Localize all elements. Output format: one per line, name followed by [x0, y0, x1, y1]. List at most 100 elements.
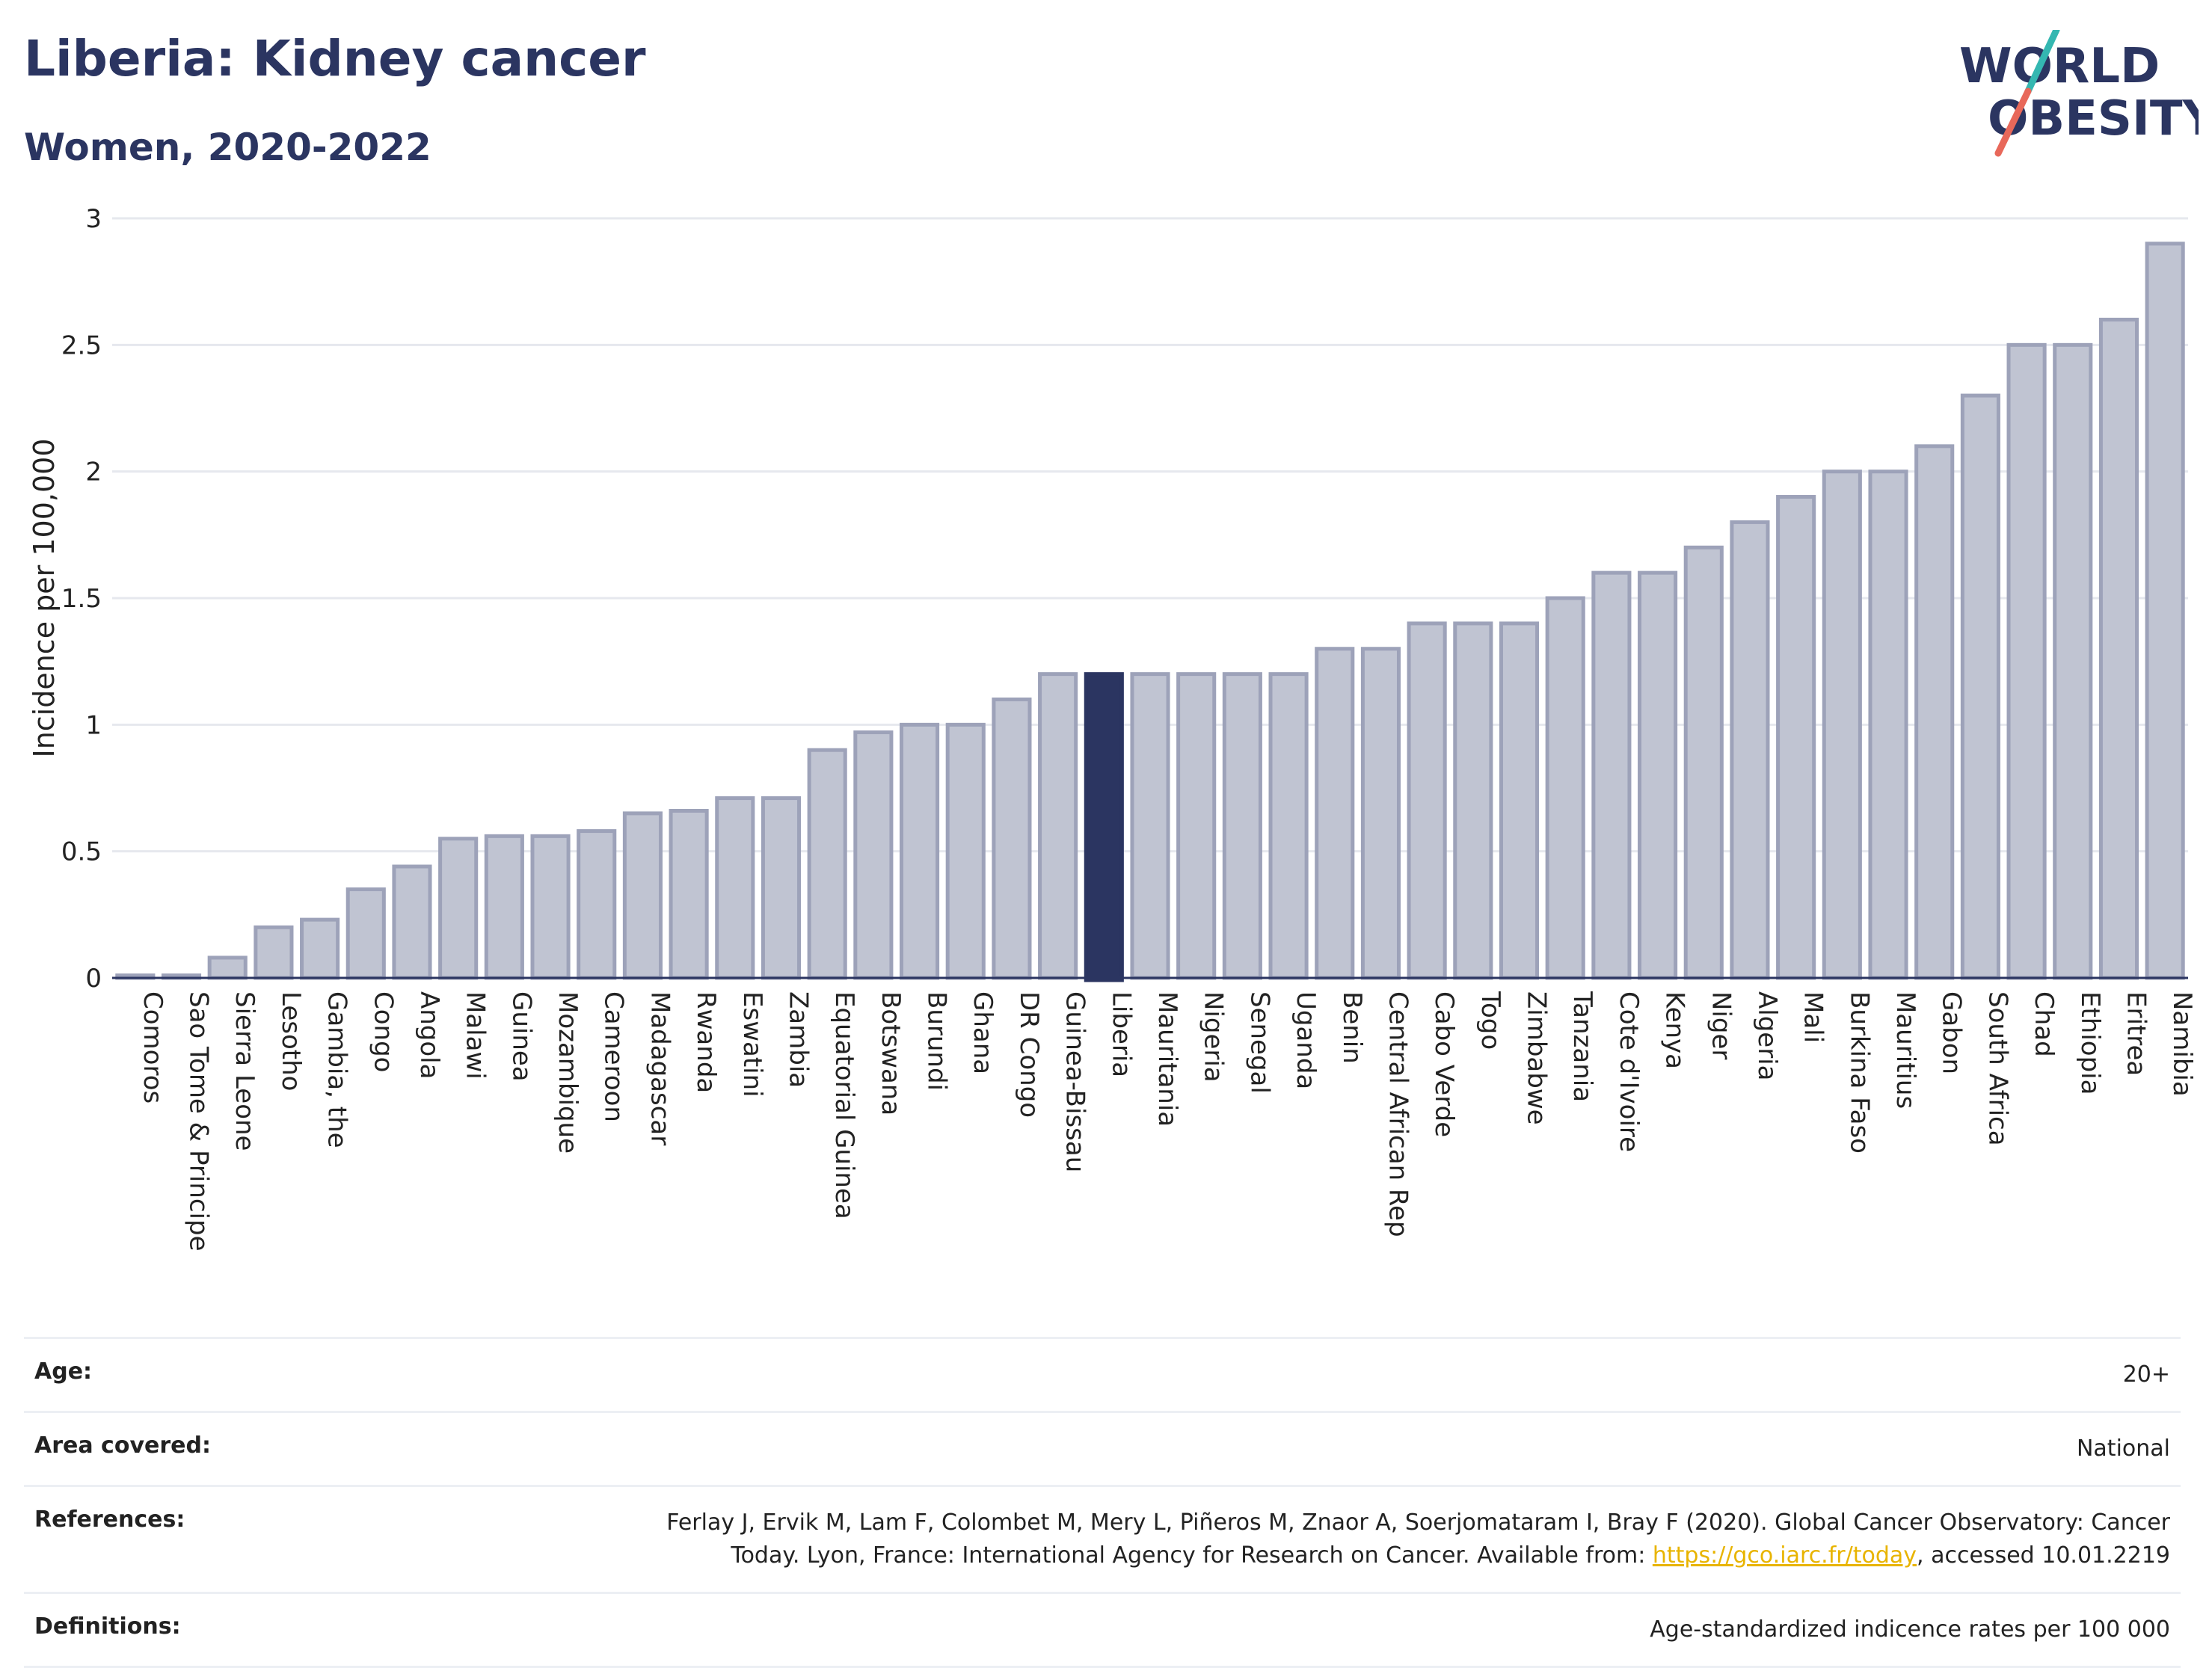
bar-mozambique: [530, 834, 571, 980]
bar-nigeria: [1176, 672, 1217, 980]
chart-title: Liberia: Kidney cancer: [24, 30, 646, 87]
logo-slash-bottom: [1994, 87, 2032, 157]
bar-lesotho: [254, 925, 294, 980]
bar-mauritania: [1130, 672, 1170, 980]
bar-sierra-leone: [207, 955, 248, 980]
x-tick-label: Zambia: [783, 991, 813, 1088]
x-tick-label: Algeria: [1752, 991, 1782, 1080]
x-tick-label: Malawi: [461, 991, 491, 1080]
x-tick-label: Guinea: [506, 991, 536, 1082]
bar-cameroon: [577, 829, 617, 980]
world-obesity-logo: WORLD OBESITY: [1959, 30, 2199, 157]
bar-dr-congo: [992, 697, 1032, 980]
age-value: 20+: [2122, 1361, 2170, 1388]
bar-malawi: [438, 837, 479, 980]
y-tick-label: 3: [85, 204, 102, 234]
x-tick-label: Mali: [1798, 991, 1828, 1043]
x-tick-label: Niger: [1706, 991, 1736, 1059]
area-value: National: [2076, 1435, 2170, 1462]
bar-mauritius: [1868, 470, 1908, 980]
x-tick-label: Lesotho: [276, 991, 306, 1091]
references-value: Ferlay J, Ervik M, Lam F, Colombet M, Me…: [600, 1507, 2170, 1572]
x-tick-label: Sierra Leone: [230, 991, 259, 1151]
x-tick-label: Central African Rep: [1383, 991, 1413, 1237]
y-tick-label: 0: [85, 964, 102, 994]
bar-congo: [345, 887, 386, 980]
bar-niger: [1683, 545, 1724, 980]
bar-equatorial-guinea: [807, 748, 847, 980]
bar-algeria: [1730, 520, 1770, 980]
area-label: Area covered:: [34, 1432, 211, 1459]
x-tick-label: Equatorial Guinea: [829, 991, 859, 1219]
x-tick-label: Cote d'Ivoire: [1614, 991, 1644, 1152]
x-tick-label: Cabo Verde: [1429, 991, 1459, 1137]
x-tick-label: DR Congo: [1014, 991, 1044, 1118]
x-tick-label: Gambia, the: [322, 991, 352, 1148]
bar-zimbabwe: [1499, 621, 1540, 980]
bar-liberia: [1084, 672, 1124, 982]
bar-namibia: [2145, 241, 2185, 980]
y-tick-label: 2: [85, 458, 102, 487]
bar-senegal: [1222, 672, 1262, 980]
bar-ethiopia: [2053, 342, 2093, 980]
x-tick-label: Mauritania: [1152, 991, 1182, 1127]
x-tick-label: Benin: [1337, 991, 1367, 1064]
bar-eritrea: [2098, 317, 2139, 980]
x-tick-label: Sao Tome & Principe: [184, 991, 214, 1252]
x-tick-label: Rwanda: [691, 991, 721, 1093]
x-tick-label: Eswatini: [737, 991, 767, 1098]
info-row-area: Area covered: National: [24, 1411, 2181, 1485]
y-axis-label: Incidence per 100,000: [28, 438, 61, 757]
bar-mali: [1776, 495, 1816, 980]
x-tick-label: Uganda: [1291, 991, 1321, 1089]
references-label: References:: [34, 1507, 185, 1533]
x-tick-label: Burundi: [922, 991, 952, 1091]
x-tick-label: Namibia: [2167, 991, 2197, 1097]
references-link[interactable]: https://gco.iarc.fr/today: [1652, 1542, 1917, 1569]
info-table: Age: 20+ Area covered: National Referenc…: [24, 1337, 2181, 1668]
definitions-label: Definitions:: [34, 1613, 181, 1640]
x-tick-label: Botswana: [876, 991, 906, 1115]
x-tick-label: Togo: [1475, 991, 1505, 1050]
bar-burkina-faso: [1822, 470, 1862, 980]
bar-tanzania: [1545, 596, 1585, 980]
y-tick-label: 1.5: [61, 584, 102, 614]
bar-uganda: [1268, 672, 1309, 980]
info-row-age: Age: 20+: [24, 1337, 2181, 1411]
references-text: Ferlay J, Ervik M, Lam F, Colombet M, Me…: [666, 1509, 2170, 1569]
y-tick-label: 1: [85, 710, 102, 740]
x-tick-label: Gabon: [1937, 991, 1967, 1074]
definitions-value: Age-standardized indicence rates per 100…: [1650, 1616, 2170, 1643]
bar-angola: [392, 864, 432, 980]
x-tick-label: Senegal: [1244, 991, 1274, 1094]
x-tick-label: Comoros: [138, 991, 168, 1104]
bar-gabon: [1914, 444, 1955, 980]
x-tick-label: Guinea-Bissau: [1060, 991, 1090, 1172]
x-tick-label: Tanzania: [1567, 991, 1597, 1102]
x-tick-label: Nigeria: [1199, 991, 1229, 1083]
x-tick-label: Chad: [2029, 991, 2059, 1057]
bar-central-african-rep: [1360, 647, 1401, 980]
chart-subtitle: Women, 2020-2022: [24, 126, 431, 169]
bar-kenya: [1638, 570, 1678, 980]
x-tick-label: Congo: [368, 991, 398, 1072]
x-tick-label: Mozambique: [553, 991, 583, 1154]
bar-togo: [1453, 621, 1493, 980]
bar-cote-d-ivoire: [1591, 570, 1632, 980]
x-tick-label: Ghana: [968, 991, 998, 1074]
bar-guinea-bissau: [1038, 672, 1078, 980]
info-row-definitions: Definitions: Age-standardized indicence …: [24, 1592, 2181, 1668]
age-label: Age:: [34, 1358, 93, 1385]
bar-cabo-verde: [1407, 621, 1447, 980]
bar-ghana: [945, 722, 986, 980]
bar-guinea: [484, 834, 524, 980]
references-suffix: , accessed 10.01.2219: [1917, 1542, 2170, 1569]
x-tick-label: Burkina Faso: [1844, 991, 1874, 1154]
x-tick-label: Kenya: [1660, 991, 1690, 1069]
bar-madagascar: [622, 811, 663, 980]
logo-text-world: WORLD: [1959, 39, 2160, 94]
x-tick-label: Madagascar: [645, 991, 675, 1145]
bar-south-africa: [1960, 393, 2000, 980]
x-tick-label: Angola: [414, 991, 444, 1079]
y-tick-label: 0.5: [61, 837, 102, 867]
